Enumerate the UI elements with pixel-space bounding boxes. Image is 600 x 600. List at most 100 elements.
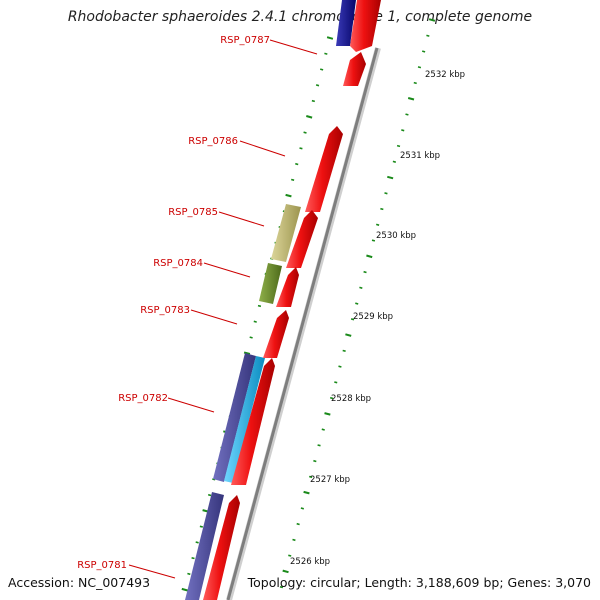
inner-tick bbox=[311, 99, 315, 103]
gene-red-4 bbox=[286, 210, 318, 268]
outer-tick bbox=[313, 459, 317, 463]
outer-tick bbox=[334, 381, 338, 384]
gene-label-2-pointer bbox=[218, 211, 265, 227]
gene-label-0: RSP_0787 bbox=[220, 35, 270, 46]
gene-red-2 bbox=[343, 52, 366, 86]
topology-text: Topology: circular; Length: 3,188,609 bp… bbox=[247, 575, 591, 590]
outer-tick bbox=[338, 365, 342, 368]
outer-tick bbox=[355, 302, 359, 305]
inner-tick bbox=[207, 493, 212, 497]
gene-red-7 bbox=[231, 358, 275, 485]
scale-label-3: 2529 kbp bbox=[353, 312, 393, 322]
gene-olive bbox=[259, 263, 282, 304]
outer-tick bbox=[366, 254, 373, 259]
gene-label-4-pointer bbox=[190, 309, 238, 325]
outer-tick bbox=[324, 412, 331, 416]
scale-label-4: 2528 kbp bbox=[331, 394, 371, 404]
gene-navy bbox=[336, 0, 356, 46]
outer-tick bbox=[392, 160, 397, 163]
outer-tick bbox=[303, 490, 310, 495]
inner-tick bbox=[319, 68, 324, 71]
inner-tick bbox=[243, 351, 251, 355]
inner-tick bbox=[212, 478, 216, 481]
gene-red-5 bbox=[276, 267, 299, 307]
gene-purple-1 bbox=[213, 353, 256, 482]
inner-tick bbox=[291, 178, 295, 181]
inner-tick bbox=[303, 131, 307, 134]
backbone bbox=[226, 47, 379, 600]
outer-tick bbox=[345, 333, 352, 337]
inner-tick bbox=[295, 162, 299, 166]
outer-tick bbox=[396, 144, 401, 148]
gene-label-1: RSP_0786 bbox=[188, 136, 238, 147]
gene-label-6: RSP_0781 bbox=[77, 560, 127, 571]
outer-tick bbox=[401, 129, 405, 132]
inner-tick bbox=[299, 147, 303, 150]
outer-tick bbox=[407, 97, 415, 101]
outer-tick bbox=[417, 66, 422, 69]
outer-tick-marks bbox=[279, 18, 436, 589]
scale-label-2: 2530 kbp bbox=[376, 231, 416, 241]
inner-tick bbox=[324, 52, 328, 55]
gene-label-0-pointer bbox=[269, 39, 318, 55]
outer-tick bbox=[387, 175, 394, 180]
outer-tick bbox=[421, 50, 426, 53]
gene-red-top bbox=[350, 0, 381, 52]
inner-tick bbox=[285, 193, 292, 198]
scale-label-5: 2527 kbp bbox=[310, 475, 350, 485]
outer-tick bbox=[380, 207, 384, 211]
scale-label-0: 2532 kbp bbox=[425, 70, 465, 80]
map-title: Rhodobacter sphaeroides 2.4.1 chromosome… bbox=[67, 9, 533, 25]
outer-tick bbox=[308, 475, 313, 479]
inner-tick bbox=[181, 587, 188, 592]
inner-tick bbox=[315, 84, 320, 87]
outer-tick bbox=[363, 270, 367, 274]
accession-text: Accession: NC_007493 bbox=[8, 575, 151, 590]
inner-tick bbox=[257, 304, 262, 308]
gene-label-3-pointer bbox=[203, 262, 251, 278]
gene-label-4: RSP_0783 bbox=[140, 305, 190, 316]
outer-tick bbox=[371, 239, 376, 242]
inner-tick bbox=[326, 36, 334, 40]
gene-label-6-pointer bbox=[128, 564, 176, 579]
gene-red-3 bbox=[305, 126, 343, 212]
inner-tick bbox=[253, 320, 257, 323]
inner-tick bbox=[306, 115, 313, 119]
outer-tick bbox=[405, 113, 409, 116]
outer-tick bbox=[329, 396, 334, 400]
outer-tick bbox=[288, 554, 292, 557]
outer-tick bbox=[300, 507, 305, 510]
inner-tick bbox=[249, 336, 253, 339]
inner-tick bbox=[199, 525, 203, 528]
scale-label-6: 2526 kbp bbox=[290, 557, 330, 567]
outer-tick bbox=[317, 444, 321, 447]
gene-cyan bbox=[224, 356, 265, 483]
gene-label-1-pointer bbox=[239, 140, 286, 157]
outer-tick bbox=[282, 569, 289, 574]
outer-tick bbox=[359, 286, 363, 289]
gene-red-6 bbox=[263, 310, 289, 358]
gene-label-2: RSP_0785 bbox=[168, 207, 218, 218]
gene-label-3: RSP_0784 bbox=[153, 258, 203, 269]
outer-tick bbox=[413, 81, 417, 85]
outer-tick bbox=[426, 34, 430, 37]
outer-tick bbox=[342, 349, 346, 352]
outer-tick bbox=[292, 538, 296, 542]
outer-tick bbox=[384, 192, 388, 195]
outer-tick bbox=[350, 318, 355, 321]
outer-tick bbox=[375, 223, 380, 226]
outer-tick bbox=[296, 522, 300, 526]
gene-khaki bbox=[271, 204, 301, 262]
gene-label-5-pointer bbox=[167, 397, 215, 413]
outer-tick bbox=[428, 18, 436, 22]
inner-tick bbox=[187, 572, 191, 576]
gene-label-5: RSP_0782 bbox=[118, 393, 168, 404]
outer-tick bbox=[321, 428, 325, 431]
gene-purple-2 bbox=[185, 492, 224, 600]
inner-tick bbox=[195, 541, 199, 544]
outer-tick bbox=[279, 586, 284, 589]
gene-red-8 bbox=[203, 495, 240, 600]
inner-tick bbox=[191, 557, 195, 560]
scale-label-1: 2531 kbp bbox=[400, 151, 440, 161]
